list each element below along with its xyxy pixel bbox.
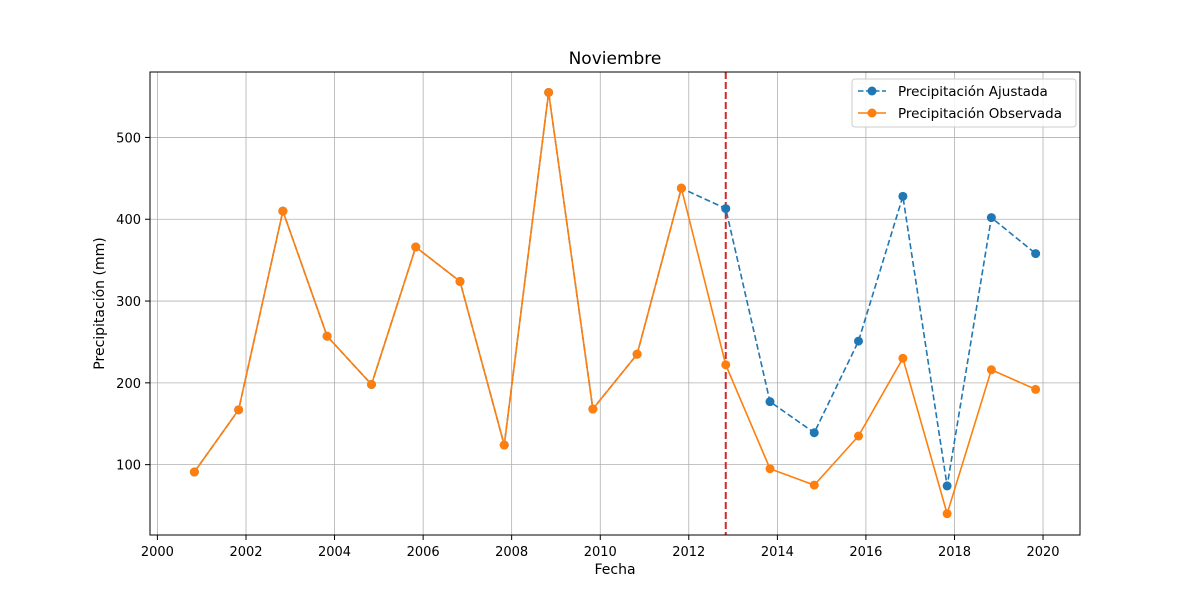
data-point — [942, 509, 952, 519]
legend-observada-label: Precipitación Observada — [898, 106, 1062, 122]
y-tick-label: 400 — [116, 213, 141, 228]
y-axis-label: Precipitación (mm) — [92, 237, 108, 369]
x-tick-label: 2006 — [407, 545, 440, 560]
data-point — [322, 331, 332, 341]
legend: Precipitación Ajustada Precipitación Obs… — [851, 78, 1077, 128]
data-point — [234, 405, 244, 415]
data-point — [809, 480, 819, 490]
data-point — [986, 213, 996, 223]
data-point — [898, 191, 908, 201]
data-point — [278, 206, 288, 216]
data-point — [809, 428, 819, 438]
x-tick-label: 2014 — [761, 545, 794, 560]
data-point — [942, 481, 952, 491]
data-point — [854, 431, 864, 441]
data-point — [1031, 384, 1041, 394]
data-point — [721, 204, 731, 214]
y-tick-label: 200 — [116, 377, 141, 392]
series-line — [193, 91, 1036, 515]
chart-title: Noviembre — [569, 49, 662, 69]
legend-ajustada-label: Precipitación Ajustada — [898, 84, 1048, 100]
x-tick-label: 2010 — [584, 545, 617, 560]
y-tick-label: 100 — [116, 459, 141, 474]
tick-layer: 2000 2002 2004 2006 2008 2010 2012 2014 2016 2018… — [116, 131, 1059, 560]
data-point — [455, 276, 465, 286]
data-point — [721, 360, 731, 370]
series-layer — [189, 87, 1041, 519]
data-point — [588, 404, 598, 414]
data-point — [544, 87, 554, 97]
data-point — [854, 336, 864, 346]
x-axis-label: Fecha — [594, 562, 635, 578]
data-point — [499, 440, 509, 450]
data-point — [898, 353, 908, 363]
x-tick-label: 2016 — [849, 545, 882, 560]
x-tick-label: 2004 — [318, 545, 351, 560]
data-point — [632, 349, 642, 359]
series-1 — [189, 87, 1041, 519]
data-point — [411, 242, 421, 252]
legend-ajustada-marker — [867, 86, 877, 96]
x-tick-label: 2018 — [938, 545, 971, 560]
plot-frame — [149, 71, 1081, 536]
data-point — [1031, 249, 1041, 259]
legend-observada-marker — [867, 108, 877, 118]
x-tick-label: 2002 — [229, 545, 262, 560]
data-point — [189, 467, 199, 477]
data-point — [676, 183, 686, 193]
x-tick-label: 2008 — [495, 545, 528, 560]
legend-box — [851, 78, 1077, 128]
x-tick-label: 2000 — [141, 545, 174, 560]
data-point — [765, 397, 775, 407]
data-point — [765, 464, 775, 474]
data-point — [366, 379, 376, 389]
y-tick-label: 300 — [116, 295, 141, 310]
grid-layer — [150, 72, 1080, 535]
data-point — [986, 365, 996, 375]
x-tick-label: 2020 — [1026, 545, 1059, 560]
x-tick-label: 2012 — [672, 545, 705, 560]
y-tick-label: 500 — [116, 131, 141, 146]
